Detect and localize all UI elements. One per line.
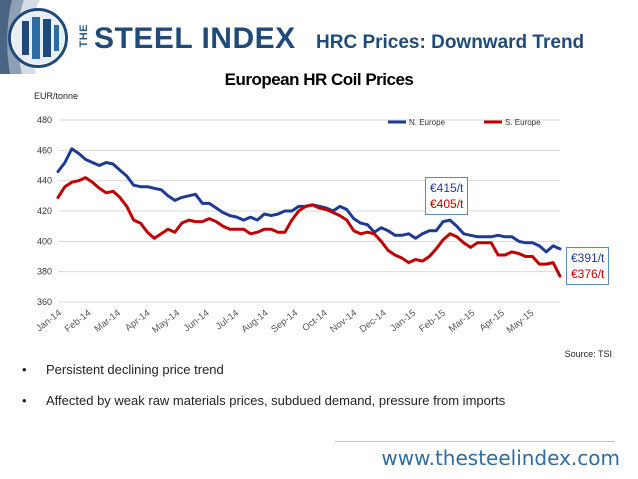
x-tick-label: Feb-15 (417, 308, 447, 335)
legend-entry: N. Europe (409, 118, 446, 127)
x-tick-label: Feb-14 (63, 308, 93, 335)
y-tick-label: 460 (37, 145, 52, 155)
bullet-item: • Persistent declining price trend (22, 362, 505, 377)
footer-divider (335, 441, 615, 442)
x-tick-label: Jan-14 (34, 308, 64, 335)
y-tick-label: 420 (37, 206, 52, 216)
x-tick-label: May-14 (150, 308, 182, 336)
bullet-glyph: • (22, 393, 27, 408)
chart-title: European HR Coil Prices (224, 70, 414, 89)
x-tick-label: May-15 (505, 308, 537, 336)
callout-north-price: €391/t (571, 251, 605, 265)
bullet-glyph: • (22, 362, 27, 377)
website-link[interactable]: www.thesteelindex.com (381, 446, 620, 470)
bullet-list: • Persistent declining price trend • Affec… (22, 362, 505, 424)
x-tick-label: Mar-14 (92, 308, 122, 335)
callout-south-price: €376/t (571, 267, 605, 281)
y-tick-label: 360 (37, 297, 52, 307)
y-tick-label: 400 (37, 236, 52, 246)
x-tick-label: Apr-15 (478, 308, 507, 334)
x-tick-label: Sep-14 (269, 308, 300, 336)
logo-globe-icon (8, 8, 68, 68)
series-line-s-europe (56, 176, 562, 278)
callout-north-price: €415/t (430, 181, 464, 195)
callout-south-price: €405/t (430, 197, 464, 211)
x-tick-label: Dec-14 (358, 308, 389, 336)
series-line-n-europe (56, 147, 562, 254)
x-tick-label: Oct-14 (300, 308, 329, 334)
y-axis-label: EUR/tonne (34, 91, 79, 101)
x-tick-label: Apr-14 (123, 308, 152, 334)
price-callout-dec14: €415/t €405/t (425, 177, 469, 215)
x-tick-label: Mar-15 (447, 308, 477, 335)
y-tick-label: 480 (37, 115, 52, 125)
bullet-text: Persistent declining price trend (46, 362, 224, 377)
logo-wordmark: STEEL INDEX (94, 22, 296, 55)
x-tick-label: Jul-14 (214, 308, 241, 333)
y-tick-label: 440 (37, 176, 52, 186)
price-callout-may15: €391/t €376/t (566, 247, 610, 285)
y-tick-label: 380 (37, 267, 52, 277)
x-tick-label: Aug-14 (240, 308, 271, 336)
slide-title: HRC Prices: Downward Trend (316, 32, 585, 53)
bullet-text: Affected by weak raw materials prices, s… (46, 393, 506, 408)
x-tick-label: Jun-14 (182, 308, 212, 335)
x-tick-label: Jan-15 (389, 308, 419, 335)
chart-source: Source: TSI (564, 349, 612, 359)
bullet-item: • Affected by weak raw materials prices, … (22, 393, 505, 408)
x-tick-label: Nov-14 (328, 308, 359, 336)
legend-entry: S. Europe (505, 118, 541, 127)
